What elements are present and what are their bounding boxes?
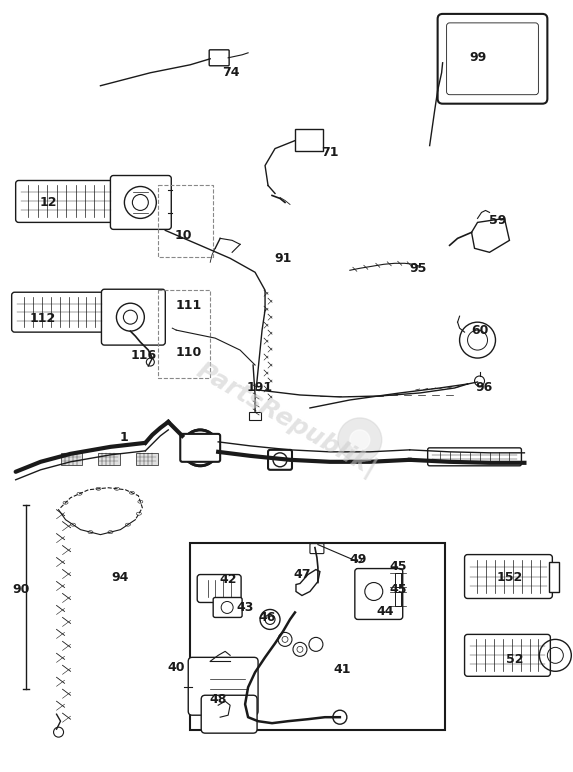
Bar <box>61 453 83 465</box>
Bar <box>395 592 401 607</box>
Text: 90: 90 <box>12 583 29 596</box>
FancyBboxPatch shape <box>310 543 324 554</box>
Text: 71: 71 <box>321 146 339 159</box>
Text: 99: 99 <box>469 51 486 64</box>
Text: 96: 96 <box>475 381 492 394</box>
FancyBboxPatch shape <box>197 574 241 602</box>
Bar <box>190 543 445 730</box>
Text: 10: 10 <box>175 229 192 242</box>
Text: 52: 52 <box>506 653 523 665</box>
Bar <box>99 453 120 465</box>
Text: 95: 95 <box>409 262 426 275</box>
FancyBboxPatch shape <box>201 696 257 733</box>
FancyBboxPatch shape <box>355 568 403 619</box>
Text: 91: 91 <box>274 252 292 265</box>
FancyBboxPatch shape <box>209 50 229 66</box>
Text: 12: 12 <box>40 196 57 209</box>
Bar <box>295 129 323 151</box>
Text: 45: 45 <box>389 583 406 596</box>
Text: 152: 152 <box>496 571 523 584</box>
FancyBboxPatch shape <box>189 657 258 715</box>
Text: 41: 41 <box>333 663 351 676</box>
FancyBboxPatch shape <box>101 290 165 345</box>
Text: 46: 46 <box>258 611 276 624</box>
FancyBboxPatch shape <box>465 635 550 676</box>
FancyBboxPatch shape <box>213 598 242 618</box>
FancyBboxPatch shape <box>446 23 539 95</box>
Text: 43: 43 <box>237 601 254 614</box>
Bar <box>158 185 213 257</box>
Text: 116: 116 <box>130 349 156 361</box>
Text: 49: 49 <box>349 553 367 566</box>
Text: 47: 47 <box>293 568 311 581</box>
Bar <box>136 453 158 465</box>
Bar <box>249 412 261 420</box>
FancyBboxPatch shape <box>438 14 547 103</box>
FancyBboxPatch shape <box>465 554 552 598</box>
Text: 48: 48 <box>210 692 227 706</box>
FancyBboxPatch shape <box>111 175 171 229</box>
Text: 42: 42 <box>219 573 237 586</box>
Text: 111: 111 <box>175 299 201 312</box>
Circle shape <box>338 418 382 462</box>
Text: 74: 74 <box>222 66 240 80</box>
Bar <box>550 561 559 591</box>
Text: PartsRepublik|: PartsRepublik| <box>191 358 380 482</box>
FancyBboxPatch shape <box>427 448 521 466</box>
Text: 59: 59 <box>489 214 506 227</box>
FancyBboxPatch shape <box>15 181 116 222</box>
Circle shape <box>350 430 370 450</box>
Bar <box>395 573 401 587</box>
Text: 60: 60 <box>471 323 488 337</box>
FancyBboxPatch shape <box>11 293 107 332</box>
Text: 191: 191 <box>247 381 273 394</box>
Bar <box>158 290 210 378</box>
FancyBboxPatch shape <box>268 450 292 470</box>
Text: 94: 94 <box>112 571 129 584</box>
Text: 1: 1 <box>120 432 129 445</box>
FancyBboxPatch shape <box>180 434 220 462</box>
Text: 45: 45 <box>389 560 406 573</box>
Text: 40: 40 <box>167 661 185 674</box>
Text: 112: 112 <box>29 312 56 325</box>
Text: 44: 44 <box>376 605 394 618</box>
Text: 110: 110 <box>175 346 201 358</box>
